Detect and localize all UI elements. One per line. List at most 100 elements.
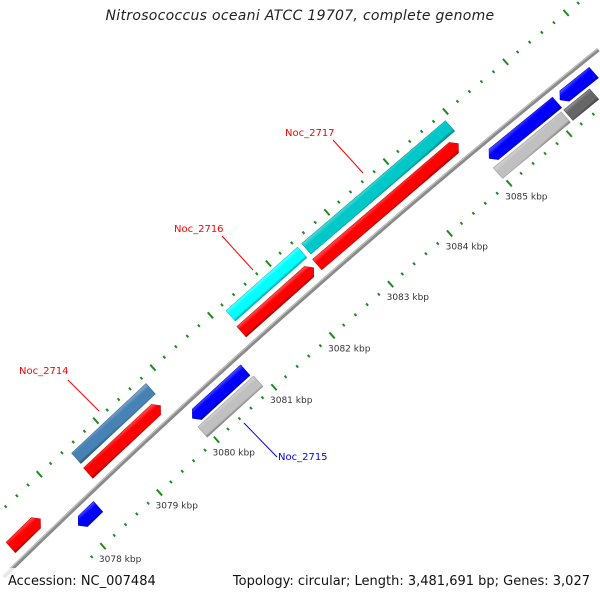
ruler-minor-tick-outer [48,461,53,466]
ruler-minor-tick-outer [128,387,132,391]
gene-feature-reverse[interactable] [485,95,563,166]
ruler-major-tick-outer [502,58,509,66]
ruler-minor-tick-outer [479,79,484,84]
genome-backbone-highlight [2,48,598,577]
ruler-major-tick-inner [270,383,278,391]
ruler-label: 3084 kbp [446,243,489,253]
ruler-minor-tick-outer [431,119,436,124]
ruler-minor-tick-inner [377,292,381,297]
ruler-minor-tick-inner [307,354,311,358]
ruler-minor-tick-inner [365,302,369,307]
ruler-minor-tick-outer [527,40,532,44]
ruler-labels: 3078 kbp 3079 kbp 3080 kbp 3081 kbp 3082 kbp… [99,192,548,565]
gene-feature-reverse[interactable] [73,500,104,530]
ruler-label: 3083 kbp [387,293,430,303]
gene-feature-inner[interactable] [197,375,264,438]
ruler-minor-tick-outer [540,30,544,35]
ruler-minor-tick-outer [82,429,87,434]
ruler-minor-tick-inner [260,395,265,400]
ruler-minor-tick-outer [336,200,341,204]
gene-label-noc-2716[interactable]: Noc_2716 [174,224,224,235]
ruler-minor-tick-outer [301,230,306,235]
ruler-minor-tick-inner [237,416,242,421]
ruler-major-tick-inner [505,179,513,187]
ruler-minor-tick-outer [552,20,556,25]
ruler-minor-tick-inner [436,241,440,246]
ruler-minor-tick-inner [353,313,358,317]
ruler-minor-tick-outer [243,282,247,286]
gene-feature-outer[interactable] [225,246,308,322]
gene-feature-forward[interactable] [236,262,319,338]
gene-feature-inner[interactable] [492,110,571,181]
ruler-major-tick-inner [328,331,336,340]
ruler-minor-tick-inner [89,555,94,559]
ruler-major-tick-outer [442,107,449,116]
ruler-minor-tick-inner [412,262,416,266]
ruler-major-tick-inner [387,280,394,288]
ruler-minor-tick-outer [185,334,190,339]
ruler-minor-tick-inner [180,469,184,474]
ruler-major-tick-outer [323,208,331,216]
ruler-minor-tick-outer [372,169,376,174]
ruler-minor-tick-outer [419,129,424,134]
map-title: Nitrosococcus oceani ATCC 19707, complet… [105,8,495,24]
ruler-minor-tick-outer [515,50,520,54]
ruler-minor-tick-inner [543,151,547,156]
ruler-minor-tick-inner [341,323,346,327]
gene-feature-reverse[interactable] [187,364,251,424]
ruler-minor-tick-inner [226,427,230,431]
ruler-minor-tick-outer [360,179,365,184]
ruler-major-tick-inner [565,130,573,138]
ruler-minor-tick-inner [249,406,253,410]
ruler-minor-tick-outer [455,99,460,104]
gene-label-noc-2714[interactable]: Noc_2714 [19,366,69,377]
ruler-minor-tick-outer [197,323,201,328]
ruler-minor-tick-inner [112,533,116,538]
ruler-minor-tick-inner [169,480,173,484]
ruler-minor-tick-inner [483,201,487,206]
ruler-minor-tick-inner [579,122,583,126]
ruler-minor-tick-outer [348,190,353,194]
leader-line-noc-2717 [332,139,364,174]
gene-feature-outer[interactable] [70,383,157,464]
gene-feature-forward[interactable] [82,400,167,479]
ruler-minor-tick-inner [295,364,299,369]
ruler-minor-tick-inner [191,458,196,463]
ruler-minor-tick-inner [135,512,139,516]
ruler-minor-tick-outer [116,397,121,402]
gene-feature-reverse[interactable] [555,66,599,107]
gene-feature-forward[interactable] [5,514,46,554]
ruler-minor-tick-outer [407,139,412,144]
gene-feature-outer[interactable] [301,118,456,256]
ruler-minor-tick-inner [424,251,428,256]
ruler-minor-tick-outer [467,89,472,94]
ruler-major-tick-outer [92,417,100,425]
ruler-minor-tick-inner [400,272,405,276]
gene-feature-inner[interactable] [563,88,600,122]
ruler-minor-tick-inner [495,191,499,196]
ruler-minor-tick-inner [146,501,150,506]
ruler-minor-tick-inner [519,171,523,176]
gene-feature-forward[interactable] [312,136,463,272]
ruler-label: 3085 kbp [505,192,548,202]
gene-label-noc-2717[interactable]: Noc_2717 [285,128,335,139]
leader-line-noc-2716 [221,235,254,271]
gene-label-noc-2715[interactable]: Noc_2715 [278,452,328,463]
topology-summary: Topology: circular; Length: 3,481,691 bp… [232,574,590,589]
ruler-minor-tick-inner [203,448,207,452]
ruler-minor-tick-outer [278,251,282,255]
ruler-minor-tick-inner [531,161,535,166]
ruler-minor-tick-inner [123,522,128,527]
ruler-minor-tick-outer [231,292,236,297]
ruler-label: 3082 kbp [328,344,371,354]
ruler-minor-tick-outer [174,344,178,349]
ruler-major-tick-outer [207,311,214,319]
ruler-label: 3079 kbp [156,502,199,512]
ruler-ticks [3,1,596,559]
ruler-minor-tick-inner [318,343,323,348]
ruler-minor-tick-outer [255,272,259,276]
gene-features [5,66,600,554]
ruler-minor-tick-outer [162,355,167,359]
